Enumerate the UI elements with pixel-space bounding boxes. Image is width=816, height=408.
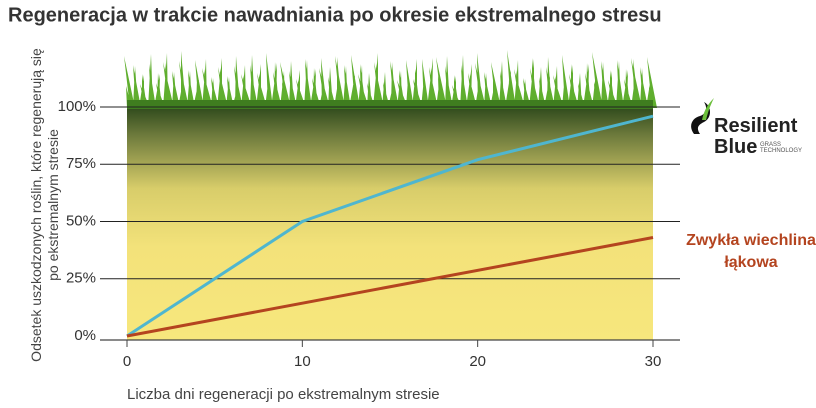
x-tick-label: 0	[123, 353, 131, 370]
data-line	[126, 114, 654, 338]
soil-background	[127, 107, 653, 340]
y-tick-label: 100%	[58, 98, 96, 115]
grass	[124, 50, 657, 109]
legend-entry: Resilient Blue	[714, 115, 798, 158]
grass-blades	[124, 50, 657, 108]
x-axis-label: Liczba dni regeneracji po ekstremalnym s…	[127, 386, 440, 403]
x-tick-label: 20	[469, 353, 486, 370]
data-line	[126, 236, 654, 338]
x-tick-label: 30	[645, 353, 662, 370]
y-tick-label: 0%	[74, 327, 96, 344]
y-tick-label: 75%	[66, 155, 96, 172]
y-axis-label: Odsetek uszkodzonych roślin, które regen…	[28, 48, 61, 362]
y-tick-label: 50%	[66, 212, 96, 229]
y-tick-label: 25%	[66, 270, 96, 287]
x-tick-label: 10	[294, 353, 311, 370]
logo-icon	[691, 98, 714, 134]
legend-tagline: GRASS TECHNOLOGY	[760, 142, 803, 154]
chart-title: Regeneracja w trakcie nawadniania po okr…	[8, 4, 662, 26]
grass-base	[127, 100, 653, 109]
legend-entry: Zwykła wiechlina łąkowa	[686, 232, 816, 271]
